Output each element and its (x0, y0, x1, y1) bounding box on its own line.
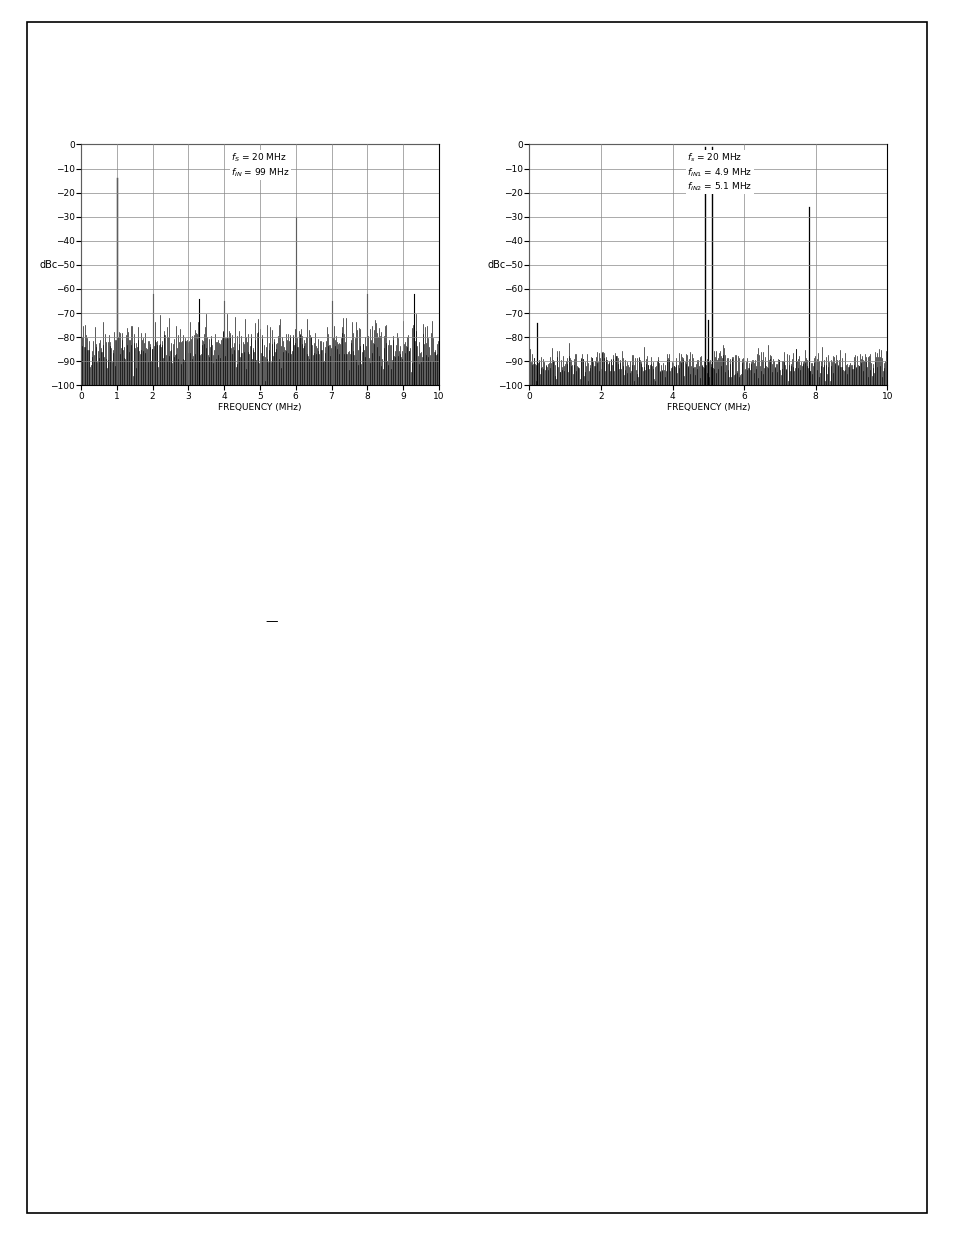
Text: $f_s$ = 20 MHz
$f_{IN1}$ = 4.9 MHz
$f_{IN2}$ = 5.1 MHz: $f_s$ = 20 MHz $f_{IN1}$ = 4.9 MHz $f_{I… (686, 152, 751, 193)
X-axis label: FREQUENCY (MHz): FREQUENCY (MHz) (666, 404, 749, 412)
Text: $f_S$ = 20 MHz
$f_{IN}$ = 99 MHz: $f_S$ = 20 MHz $f_{IN}$ = 99 MHz (231, 152, 290, 179)
Y-axis label: dBc: dBc (39, 259, 58, 270)
X-axis label: FREQUENCY (MHz): FREQUENCY (MHz) (218, 404, 301, 412)
Text: —: — (265, 615, 278, 627)
Y-axis label: dBc: dBc (487, 259, 506, 270)
